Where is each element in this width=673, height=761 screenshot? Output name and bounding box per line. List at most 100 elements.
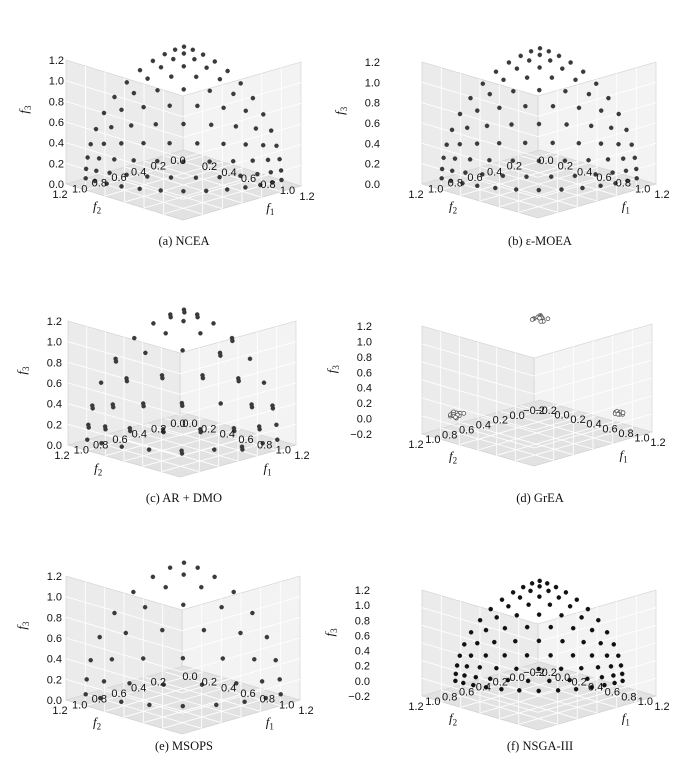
data-point — [277, 156, 282, 162]
data-point — [589, 627, 595, 633]
data-point — [279, 177, 284, 183]
data-point — [207, 159, 212, 164]
data-point — [506, 60, 512, 65]
x-axis-label: f1 — [620, 448, 628, 465]
data-point — [255, 171, 260, 177]
data-point — [464, 125, 470, 131]
data-point — [598, 640, 603, 646]
data-point — [544, 581, 550, 586]
data-point — [548, 653, 553, 658]
data-point — [146, 447, 152, 452]
data-point — [243, 108, 249, 114]
data-point — [484, 123, 490, 129]
data-point — [510, 590, 516, 595]
data-point — [547, 58, 553, 63]
data-point — [207, 88, 213, 94]
data-point — [487, 91, 493, 97]
data-point — [545, 316, 551, 321]
data-point — [96, 156, 102, 161]
data-point — [127, 428, 133, 434]
data-point — [124, 172, 129, 178]
data-point — [155, 88, 160, 93]
x-tick-label: 0.4 — [586, 419, 601, 431]
x-tick-label: 1.0 — [638, 696, 653, 708]
data-point — [167, 103, 172, 108]
z-axis-label: f3 — [14, 366, 31, 375]
y-tick-label: −0.2 — [523, 667, 545, 679]
z-tick-label: 0.4 — [365, 138, 380, 150]
data-point — [238, 173, 243, 179]
data-point — [556, 53, 562, 59]
data-point — [220, 656, 226, 661]
data-point — [629, 142, 634, 147]
data-point — [204, 65, 209, 70]
data-point — [142, 604, 148, 610]
data-point — [624, 127, 629, 133]
data-point — [181, 51, 187, 56]
data-point — [253, 126, 259, 131]
data-point — [242, 699, 247, 705]
data-point — [500, 173, 506, 179]
data-point — [198, 429, 203, 435]
data-point — [230, 158, 236, 164]
data-point — [195, 103, 200, 109]
data-point — [439, 176, 444, 181]
data-point — [150, 574, 156, 580]
z-tick-label: −0.2 — [350, 429, 372, 441]
data-point — [536, 612, 542, 617]
z-tick-label: 0.0 — [47, 440, 62, 452]
y-tick-label: −0.2 — [523, 405, 545, 417]
chart-panel-b: 1.2 1.0 0.8 0.6 0.4 0.2 0.0 0.2 0.4 0.6 0.8 1.0 1.2 0… — [332, 0, 672, 253]
chart-a-caption: (a) NCEA — [158, 234, 210, 248]
data-point — [567, 604, 573, 609]
data-point — [250, 95, 256, 101]
data-point — [224, 187, 230, 192]
data-point — [517, 595, 523, 600]
x-tick-label: 0.8 — [260, 694, 275, 706]
z-tick-label: 0.2 — [365, 159, 380, 171]
data-point — [510, 158, 516, 163]
data-point — [579, 615, 584, 620]
y-tick-label: 0.8 — [448, 178, 463, 190]
data-point — [616, 141, 621, 147]
data-point — [180, 403, 185, 409]
y-tick-label: 0.4 — [487, 166, 502, 178]
z-tick-label: 1.0 — [357, 336, 372, 348]
y-tick-label: 0.0 — [170, 155, 185, 167]
chart-d-svg: 1.21.00.80.60.40.20.0−0.2−0.20.00.20.40.… — [324, 313, 666, 467]
y-tick-label: 1.0 — [425, 696, 440, 708]
y-tick-label: 0.0 — [509, 672, 524, 684]
chart-e-svg: 1.21.00.80.60.40.20.00.20.40.60.81.01.20… — [14, 560, 314, 735]
data-point — [506, 604, 511, 609]
data-point — [252, 657, 257, 662]
data-point — [526, 58, 532, 63]
x-tick-label: 0.6 — [238, 434, 253, 446]
data-point — [137, 67, 143, 73]
grid-line — [441, 689, 558, 725]
y-tick-label: 0.2 — [151, 677, 166, 689]
data-point — [150, 58, 156, 64]
data-point — [123, 630, 129, 636]
data-point — [101, 110, 107, 116]
y-tick-label: 0.6 — [111, 688, 126, 700]
data-point — [634, 166, 639, 172]
data-point — [496, 140, 502, 146]
data-point — [568, 60, 573, 65]
data-point — [611, 673, 616, 678]
x-axis-label: f1 — [622, 199, 630, 216]
x-tick-label: 0.2 — [201, 423, 216, 435]
data-point — [181, 159, 186, 164]
data-point — [85, 437, 90, 442]
chart-f-caption: (f) NSGA-III — [506, 739, 574, 753]
data-point — [221, 141, 226, 147]
z-tick-label: 1.0 — [365, 77, 380, 89]
data-point — [501, 77, 506, 83]
data-point — [109, 657, 115, 662]
data-point — [211, 321, 216, 326]
data-point — [494, 665, 499, 671]
data-point — [181, 87, 186, 92]
data-point — [101, 679, 107, 684]
grid-line — [87, 439, 200, 473]
data-point — [90, 406, 95, 411]
x-tick-label: 1.0 — [634, 432, 649, 444]
